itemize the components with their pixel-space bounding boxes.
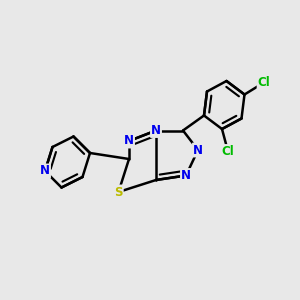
Text: N: N (193, 143, 203, 157)
Text: N: N (124, 134, 134, 148)
Text: N: N (151, 124, 161, 137)
Text: N: N (181, 169, 191, 182)
Text: Cl: Cl (222, 145, 234, 158)
Text: S: S (114, 185, 123, 199)
Text: N: N (40, 164, 50, 178)
Text: Cl: Cl (258, 76, 270, 89)
